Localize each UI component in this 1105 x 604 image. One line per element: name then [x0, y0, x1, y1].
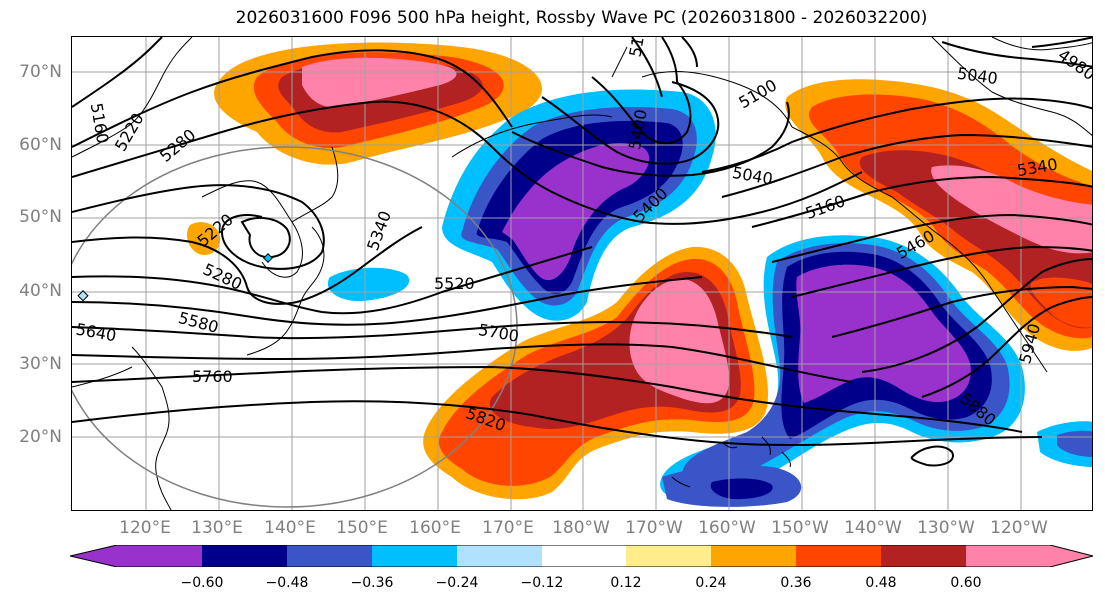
- lat-label-70n: 70°N: [19, 62, 62, 82]
- lon-label-160w: 160°W: [698, 518, 756, 538]
- colorbar-tick-label: 0.12: [610, 575, 642, 591]
- map-panel: 5160 5220 5280 5220 5280 5340 5520 5640 …: [71, 36, 1093, 511]
- lon-label-160e: 160°E: [409, 518, 461, 538]
- colorbar-tick-label: 0.60: [950, 575, 982, 591]
- lon-label-150w: 150°W: [771, 518, 829, 538]
- colorbar-segment: [711, 545, 796, 567]
- coastlines: [72, 37, 1092, 510]
- colorbar-segment: [457, 545, 542, 567]
- height-contours: [72, 37, 1092, 467]
- lat-label-50n: 50°N: [19, 207, 62, 227]
- station-marker: [77, 290, 89, 302]
- contour-label: 5280: [200, 259, 245, 293]
- lat-label-30n: 30°N: [19, 354, 62, 374]
- colorbar-segment: [796, 545, 881, 567]
- contour-label: 5160: [625, 37, 651, 58]
- colorbar-segment: [287, 545, 372, 567]
- colorbar-tick-label: −0.60: [180, 575, 224, 591]
- colorbar-segment: [542, 545, 626, 567]
- colorbar-segment: [202, 545, 287, 567]
- graticule: [72, 37, 1092, 510]
- contour-label: 5220: [111, 110, 148, 155]
- colorbar-tick-label: −0.24: [435, 575, 479, 591]
- contour-label: 5040: [731, 163, 774, 189]
- lon-label-140w: 140°W: [844, 518, 902, 538]
- lat-label-20n: 20°N: [19, 427, 62, 447]
- lat-label-40n: 40°N: [19, 281, 62, 301]
- lon-label-120w: 120°W: [990, 518, 1048, 538]
- colorbar-tick-label: 0.48: [865, 575, 897, 591]
- contour-label: 5520: [434, 274, 475, 293]
- lon-label-120e: 120°E: [119, 518, 171, 538]
- lon-label-130w: 130°W: [917, 518, 975, 538]
- colorbar-tick-label: 0.24: [695, 575, 727, 591]
- colorbar-tick-label: −0.36: [350, 575, 394, 591]
- station-marker: [263, 253, 273, 263]
- contour-label: 5040: [956, 64, 999, 88]
- colorbar-segment: [70, 545, 202, 567]
- map-canvas: 5160 5220 5280 5220 5280 5340 5520 5640 …: [72, 37, 1093, 510]
- colorbar-tick-label: −0.48: [265, 575, 309, 591]
- lat-label-60n: 60°N: [19, 135, 62, 155]
- lon-label-180w: 180°W: [552, 518, 610, 538]
- contour-label: 5640: [74, 320, 117, 346]
- lon-label-170e: 170°E: [482, 518, 534, 538]
- lon-label-170w: 170°W: [625, 518, 683, 538]
- lon-label-140e: 140°E: [264, 518, 316, 538]
- lon-label-150e: 150°E: [336, 518, 388, 538]
- colorbar-tick-label: 0.36: [780, 575, 812, 591]
- map-title: 2026031600 F096 500 hPa height, Rossby W…: [235, 8, 928, 28]
- colorbar-segment: [966, 545, 1093, 567]
- contour-label: 5760: [192, 367, 233, 386]
- colorbar-segment: [372, 545, 457, 567]
- contour-label: 5100: [735, 75, 780, 112]
- range-circle: [72, 146, 518, 508]
- colorbar-outline: [70, 545, 1094, 567]
- colorbar-tick-label: −0.12: [520, 575, 564, 591]
- contour-label: 5700: [477, 320, 520, 346]
- colorbar: [70, 545, 1094, 567]
- contour-label: 5940: [1015, 321, 1044, 365]
- lon-label-130e: 130°E: [191, 518, 243, 538]
- colorbar-segment: [881, 545, 966, 567]
- colorbar-segment: [626, 545, 711, 567]
- contour-label: 4980: [1055, 45, 1093, 84]
